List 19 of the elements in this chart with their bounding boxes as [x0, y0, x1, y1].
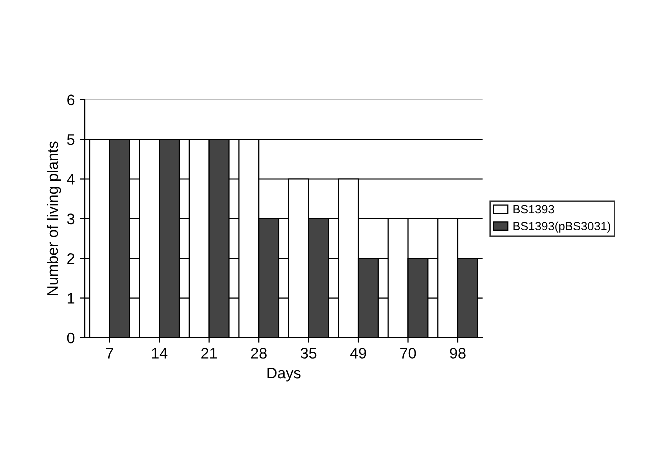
y-tick-label: 2 [68, 253, 75, 264]
x-tick-label: 98 [450, 348, 466, 359]
x-axis-title: Days [268, 368, 301, 382]
y-tick-label: 0 [67, 332, 75, 344]
legend-label: BS1393(pBS3031) [514, 222, 611, 233]
x-tick-label: 70 [400, 348, 416, 359]
x-tick-label: 49 [350, 348, 366, 359]
x-tick-label: 14 [152, 348, 168, 359]
y-tick-label: 5 [67, 134, 75, 146]
y-tick-label: 6 [68, 94, 75, 106]
y-tick-label: 3 [67, 214, 75, 225]
legend-label: BS1393 [514, 205, 554, 214]
y-tick-label: 4 [67, 174, 75, 185]
x-tick-label: 28 [251, 348, 267, 359]
x-tick-label: 7 [106, 348, 114, 359]
x-tick-label: 21 [202, 348, 218, 359]
x-tick-label: 35 [300, 348, 317, 359]
y-axis-title: Number of living plants [47, 142, 62, 296]
y-tick-label: 1 [68, 293, 75, 304]
